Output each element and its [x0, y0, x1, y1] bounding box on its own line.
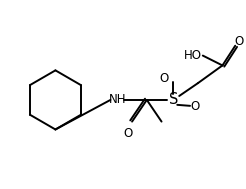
- Text: NH: NH: [108, 93, 126, 106]
- Text: S: S: [169, 92, 178, 107]
- Text: O: O: [123, 127, 133, 140]
- Text: O: O: [190, 100, 200, 113]
- Text: O: O: [234, 35, 244, 48]
- Text: HO: HO: [184, 49, 202, 62]
- Text: O: O: [159, 72, 168, 85]
